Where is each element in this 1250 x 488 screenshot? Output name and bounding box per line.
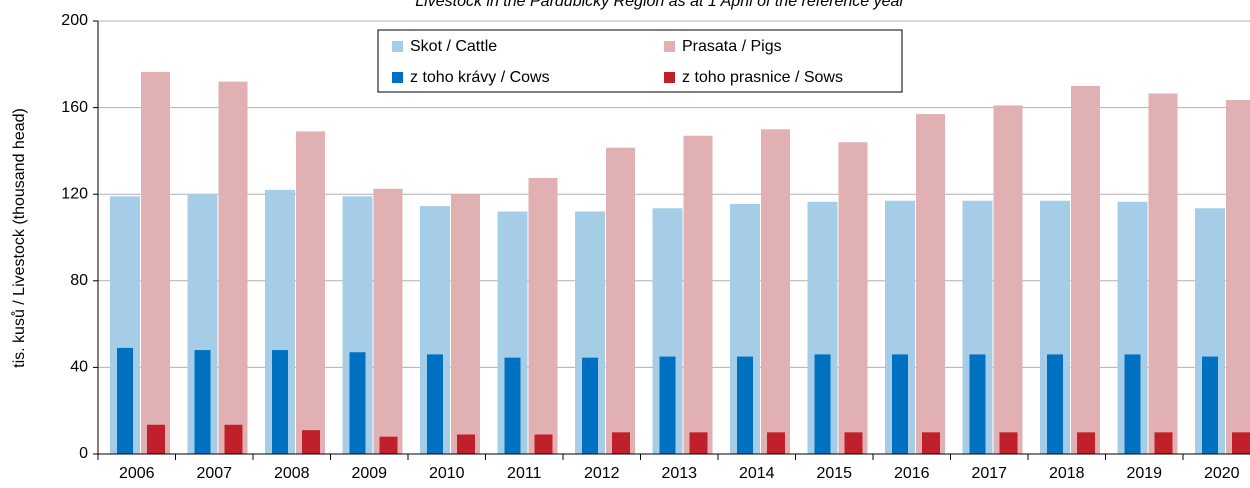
bar: [1077, 432, 1095, 454]
bar: [534, 434, 553, 454]
bar: [504, 357, 521, 454]
bar: [528, 177, 558, 454]
bar: [916, 114, 945, 454]
legend-label: Prasata / Pigs: [682, 38, 782, 55]
bar: [1154, 432, 1173, 454]
bar: [612, 432, 630, 454]
y-tick-label: 120: [61, 185, 88, 202]
bar: [767, 432, 785, 454]
x-tick-label: 2016: [894, 465, 930, 482]
bar: [194, 350, 211, 454]
bar: [969, 354, 986, 454]
x-tick-label: 2019: [1126, 465, 1162, 482]
legend-label: z toho prasnice / Sows: [682, 69, 843, 86]
bar: [737, 356, 753, 454]
x-tick-label: 2017: [971, 465, 1007, 482]
bar: [993, 105, 1023, 454]
bar: [224, 424, 243, 454]
bar: [1047, 354, 1063, 454]
x-tick-label: 2015: [816, 465, 852, 482]
bar: [892, 354, 908, 454]
legend-label: z toho krávy / Cows: [410, 69, 550, 86]
bar: [1124, 354, 1141, 454]
bar: [272, 350, 288, 454]
bar: [1071, 85, 1100, 454]
x-tick-label: 2014: [739, 465, 775, 482]
bar: [379, 436, 398, 454]
bar: [838, 142, 868, 455]
bar: [427, 354, 443, 454]
bar: [451, 194, 480, 454]
bar: [689, 432, 708, 454]
legend-box: [377, 29, 903, 93]
x-tick-label: 2020: [1204, 465, 1240, 482]
legend-swatch: [392, 41, 403, 52]
bar: [814, 354, 831, 454]
bar: [457, 434, 475, 454]
legend-swatch: [664, 41, 675, 52]
x-tick-label: 2012: [584, 465, 620, 482]
bar: [1148, 93, 1178, 454]
chart-title: Livestock in the Pardubický Region as at…: [415, 0, 905, 10]
bar: [349, 352, 366, 454]
legend-label: Skot / Cattle: [410, 38, 497, 55]
y-tick-label: 160: [61, 99, 88, 116]
x-tick-label: 2018: [1049, 465, 1085, 482]
bar: [761, 129, 790, 454]
legend-swatch: [392, 72, 403, 83]
bar: [1202, 356, 1218, 454]
legend-swatch: [664, 72, 675, 83]
bar: [683, 135, 713, 454]
x-tick-label: 2009: [351, 465, 387, 482]
x-tick-label: 2006: [119, 465, 155, 482]
bar: [117, 347, 133, 454]
x-tick-label: 2011: [507, 465, 542, 482]
bar: [373, 188, 403, 454]
y-axis-label: tis. kusů / Livestock (thousand head): [10, 108, 28, 368]
bar: [218, 81, 248, 455]
bar: [582, 357, 598, 454]
bar: [147, 424, 165, 454]
x-tick-label: 2007: [196, 465, 232, 482]
bar: [1226, 100, 1250, 455]
y-tick-label: 80: [70, 272, 88, 289]
bar: [1232, 432, 1250, 454]
bar: [302, 430, 320, 454]
x-tick-label: 2008: [274, 465, 310, 482]
x-tick-label: 2010: [429, 465, 465, 482]
bar: [844, 432, 863, 454]
bar: [296, 131, 325, 455]
bar: [141, 71, 170, 454]
bar: [922, 432, 940, 454]
y-tick-label: 200: [61, 12, 88, 29]
bar: [659, 356, 676, 454]
y-tick-label: 0: [79, 445, 88, 462]
bar: [606, 147, 635, 454]
y-tick-label: 40: [70, 359, 88, 376]
bar: [999, 432, 1018, 454]
x-tick-label: 2013: [661, 465, 697, 482]
